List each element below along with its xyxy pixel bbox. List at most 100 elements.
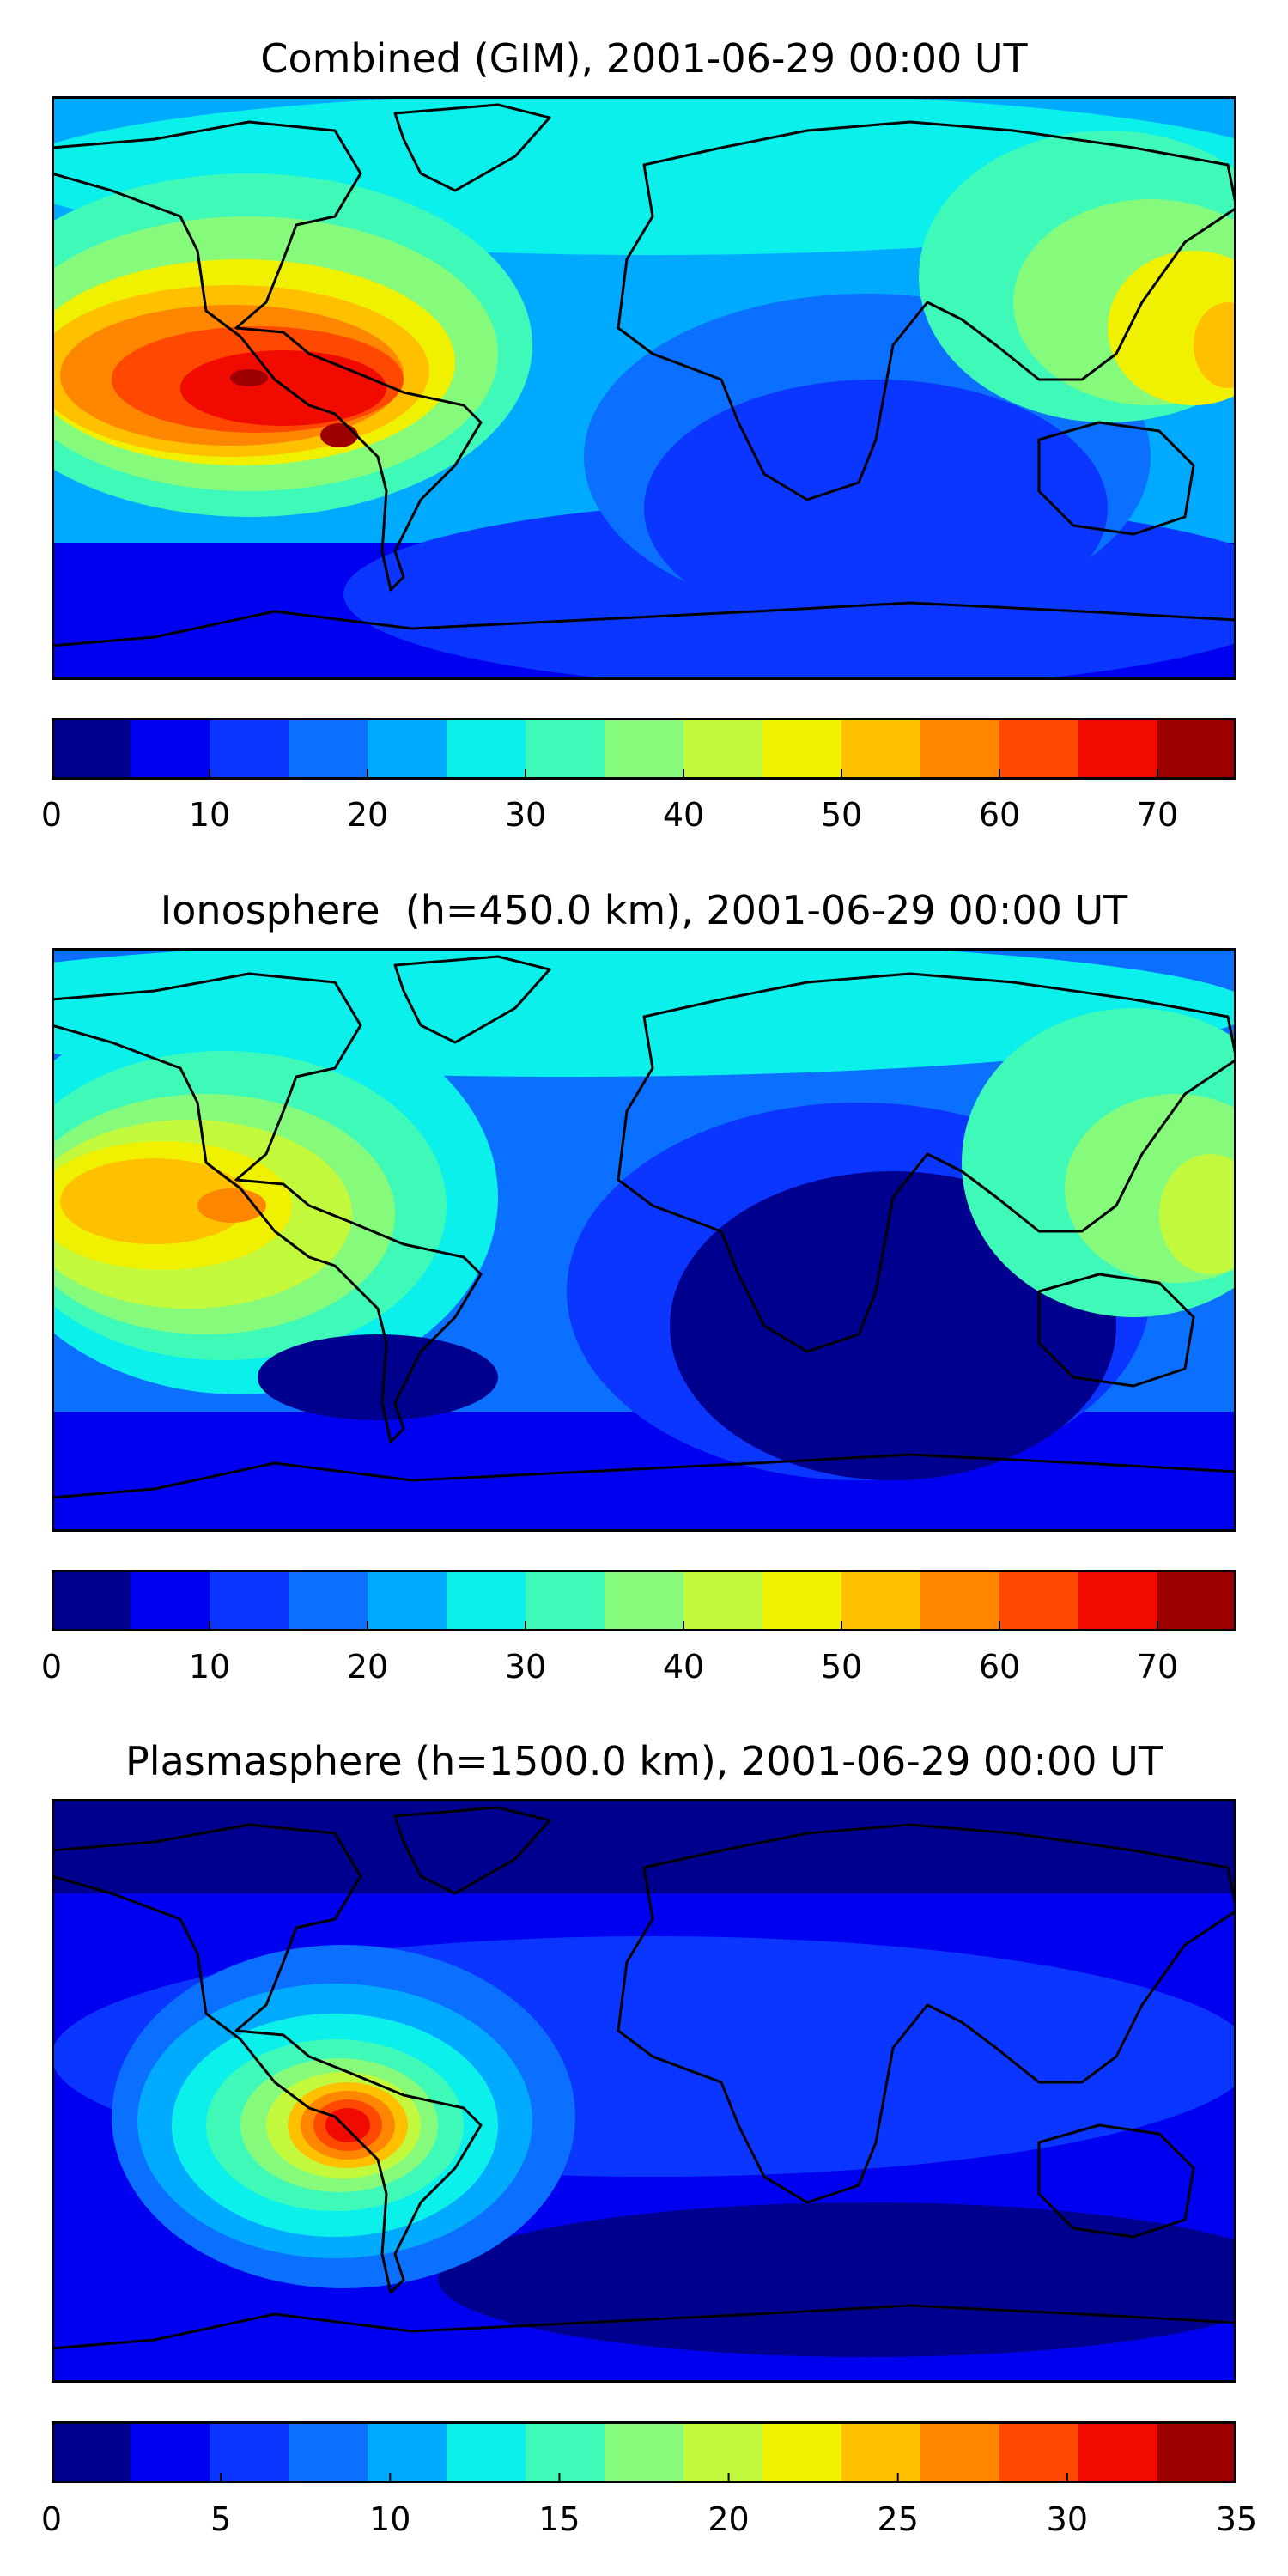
colorbar-segment: [605, 1570, 684, 1631]
colorbar-segment: [841, 718, 921, 780]
panel-1-title: Combined (GIM), 2001-06-29 00:00 UT: [260, 35, 1028, 82]
asia-orange: [1194, 302, 1236, 388]
panel-2-map: [52, 948, 1236, 1532]
tick-label: 25: [877, 2500, 919, 2538]
panel-3-colorbar: [52, 2421, 1236, 2483]
colorbar-segment: [447, 718, 526, 780]
colorbar-segment: [52, 2421, 131, 2483]
tick-label: 15: [538, 2500, 580, 2538]
panel-3-map: [52, 1799, 1236, 2383]
greenland-coastline: [393, 103, 551, 192]
southern-low: [438, 2202, 1236, 2357]
colorbar-frame: [52, 718, 1236, 780]
americas-coastline: [52, 1823, 483, 2294]
panel-2-colorbar-ticks: 0 10 20 30 40 50 60 70: [0, 1646, 1288, 1698]
pacific-core: [180, 350, 386, 426]
tick-label: 5: [210, 2500, 232, 2538]
tick-label: 40: [662, 1648, 705, 1686]
colorbar-segment: [52, 718, 131, 780]
tick-label: 70: [1136, 1648, 1179, 1686]
panel-1-colorbar-ticks: 0 10 20 30 40 50 60 70: [0, 794, 1288, 846]
andes-core: [325, 2108, 370, 2142]
antarctica-coastline: [52, 601, 1236, 647]
tick-label: 10: [188, 1648, 231, 1686]
panel-3-title: Plasmasphere (h=1500.0 km), 2001-06-29 0…: [125, 1738, 1163, 1784]
colorbar-segment: [999, 718, 1079, 780]
colorbar-segment: [1078, 1570, 1158, 1631]
panel-2-colorbar: [52, 1570, 1236, 1631]
map-frame: [52, 96, 1236, 680]
colorbar-segment: [368, 2421, 447, 2483]
colorbar-segment: [210, 2421, 289, 2483]
colorbar-segment: [683, 1570, 763, 1631]
greenland-coastline: [393, 955, 551, 1044]
colorbar-segment: [841, 1570, 921, 1631]
greenland-coastline: [393, 1806, 551, 1895]
colorbar-segment: [447, 1570, 526, 1631]
colorbar-segment: [683, 2421, 763, 2483]
tick-label: 50: [820, 796, 863, 834]
panel-3-colorbar-ticks: 0 5 10 15 20 25 30 35: [0, 2499, 1288, 2550]
colorbar-segment: [368, 718, 447, 780]
colorbar-segment: [1157, 718, 1236, 780]
tick-label: 30: [1046, 2500, 1089, 2538]
panel-1-map: [52, 96, 1236, 680]
tick-label: 60: [978, 1648, 1021, 1686]
tick-label: 0: [40, 796, 63, 834]
colorbar-segment: [131, 718, 210, 780]
tick-label: 35: [1215, 2500, 1258, 2538]
colorbar-segment: [210, 718, 289, 780]
coastlines: [52, 103, 1236, 647]
coastlines: [52, 1806, 1236, 2350]
colorbar-segment: [131, 2421, 210, 2483]
colorbar-segment: [289, 718, 368, 780]
colorbar-segment: [289, 2421, 368, 2483]
colorbar-segment: [605, 2421, 684, 2483]
colorbar-segment: [841, 2421, 921, 2483]
tick-label: 0: [40, 2500, 63, 2538]
colorbar-segment: [683, 718, 763, 780]
colorbar-segment: [210, 1570, 289, 1631]
pacific-orange: [60, 1158, 249, 1244]
afro-eurasia-coastline: [617, 1823, 1236, 2204]
pacific-core: [197, 1188, 266, 1223]
antarctica-coastline: [52, 1453, 1236, 1499]
colorbar-segment: [289, 1570, 368, 1631]
pacific-peak-1: [230, 369, 268, 386]
tick-label: 30: [504, 796, 547, 834]
tick-label: 20: [708, 2500, 750, 2538]
colorbar-segment: [447, 2421, 526, 2483]
map-frame: [52, 948, 1236, 1532]
colorbar-segment: [368, 1570, 447, 1631]
pacific-peak-2: [320, 423, 358, 447]
tick-label: 60: [978, 796, 1021, 834]
colorbar-segment: [526, 1570, 605, 1631]
tick-label: 10: [188, 796, 231, 834]
colorbar-segment: [999, 1570, 1079, 1631]
colorbar-segment: [1157, 2421, 1236, 2483]
north-low-band: [52, 1799, 1236, 1893]
panel-1-colorbar: [52, 718, 1236, 780]
afro-eurasia-coastline: [617, 120, 1236, 501]
colorbar-segment: [1078, 2421, 1158, 2483]
afro-eurasia-coastline: [617, 972, 1236, 1353]
coastlines: [52, 955, 1236, 1499]
australia-coastline: [1037, 421, 1195, 536]
tick-label: 30: [504, 1648, 547, 1686]
americas-coastline: [52, 120, 483, 592]
colorbar-segment: [920, 1570, 1000, 1631]
tick-label: 50: [820, 1648, 863, 1686]
tick-label: 20: [346, 1648, 389, 1686]
americas-coastline: [52, 972, 483, 1443]
south-atlantic-low: [258, 1334, 498, 1420]
antarctica-coastline: [52, 2304, 1236, 2350]
colorbar-segment: [1078, 718, 1158, 780]
colorbar-segment: [762, 1570, 842, 1631]
colorbar-segment: [920, 2421, 1000, 2483]
australia-coastline: [1037, 2123, 1195, 2239]
tick-label: 20: [346, 796, 389, 834]
colorbar-segment: [762, 718, 842, 780]
colorbar-segment: [920, 718, 1000, 780]
panel-2-title: Ionosphere (h=450.0 km), 2001-06-29 00:0…: [160, 887, 1128, 933]
colorbar-segment: [131, 1570, 210, 1631]
